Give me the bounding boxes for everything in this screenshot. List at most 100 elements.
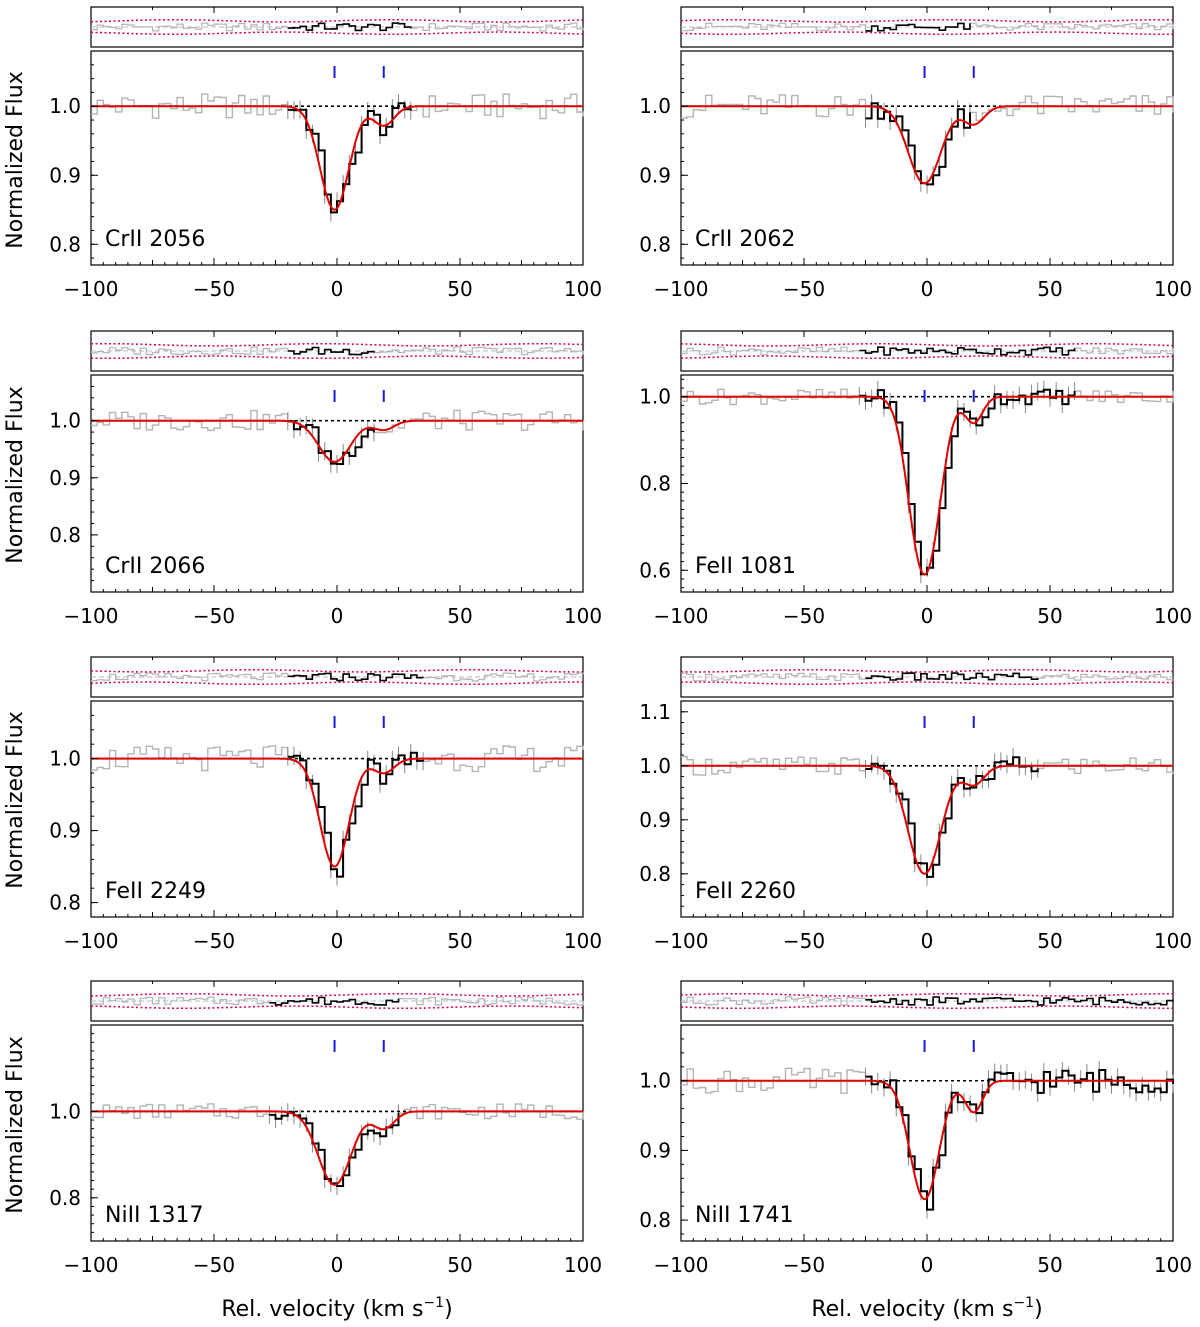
residual-data	[287, 346, 375, 356]
spectrum-masked	[681, 755, 1174, 878]
x-tick-label: 50	[1037, 277, 1062, 301]
residual-data	[287, 672, 424, 682]
transition-label: CrII 2066	[105, 554, 205, 579]
spectrum-masked	[91, 1103, 584, 1187]
y-tick-label: 1.0	[639, 385, 671, 409]
residual-data	[865, 672, 1039, 681]
model-fit	[91, 105, 583, 211]
y-tick-label: 1.0	[639, 754, 671, 778]
panel-1: −100 −50 0 50 100 0.8 0.9 1.0 CrII 2062	[639, 6, 1192, 301]
model-fit	[681, 105, 1173, 185]
x-tick-label: −100	[64, 277, 119, 301]
x-tick-label: −50	[193, 277, 235, 301]
x-tick-label: 0	[331, 929, 344, 953]
x-tick-label: 0	[331, 1253, 344, 1277]
panels: −100 −50 0 50 100 0.8 0.9 1.0 CrII 2056 −100 −50 0 5…	[49, 6, 1192, 1277]
model-fit	[91, 757, 583, 868]
transition-label: FeII 1081	[695, 554, 796, 579]
x-tick-label: 50	[1037, 929, 1062, 953]
transition-label: CrII 2056	[105, 227, 205, 252]
spectrum-data	[865, 1069, 1174, 1211]
residual-band-1	[680, 342, 1174, 347]
residual-band-0	[680, 1005, 1173, 1010]
x-tick-label: −100	[64, 604, 119, 628]
x-axis-title-right-close: )	[1034, 1297, 1043, 1322]
x-tick-label: 100	[564, 1253, 602, 1277]
panel-2: −100 −50 0 50 100 0.8 0.9 1.0 CrII 2066	[49, 330, 602, 628]
spectrum-masked	[91, 745, 584, 878]
panel-7: −100 −50 0 50 100 0.8 0.9 1.0 NiII 1741	[639, 980, 1192, 1277]
x-tick-label: −50	[783, 1253, 825, 1277]
x-axis-title-left-close: )	[444, 1297, 453, 1322]
spectrum-masked	[681, 388, 1174, 575]
transition-label: NiII 1317	[105, 1203, 204, 1228]
y-tick-label: 1.0	[639, 94, 671, 118]
x-tick-label: −50	[783, 604, 825, 628]
residual-band-0	[680, 355, 1174, 360]
y-tick-label: 0.8	[49, 1186, 81, 1210]
residual-band-0	[680, 681, 1174, 686]
x-tick-label: 50	[447, 1253, 472, 1277]
x-tick-label: 0	[921, 604, 934, 628]
x-axis-title-right: Rel. velocity (km s−1)	[811, 1295, 1042, 1322]
y-tick-label: 1.1	[639, 700, 671, 724]
x-tick-label: −50	[193, 929, 235, 953]
x-tick-label: −100	[654, 1253, 709, 1277]
x-tick-label: 100	[1154, 1253, 1192, 1277]
spectrum-data	[287, 751, 425, 878]
y-tick-label: 0.9	[49, 819, 81, 843]
x-tick-label: 100	[564, 604, 602, 628]
residual-band-1	[680, 668, 1174, 673]
y-tick-label: 0.9	[639, 808, 671, 832]
y-tick-label: 1.0	[49, 1099, 81, 1123]
residual-band-0	[90, 31, 584, 36]
y-axis-titles: Normalized Flux Normalized Flux Normaliz…	[3, 71, 28, 1213]
residual-band-0	[680, 31, 1174, 36]
spectrum-data	[865, 756, 1039, 878]
y-axis-title-row2: Normalized Flux	[3, 386, 28, 563]
y-axis-title-row3: Normalized Flux	[3, 711, 28, 888]
x-tick-label: 100	[564, 277, 602, 301]
spectrum-masked	[681, 94, 1174, 186]
y-tick-label: 1.0	[49, 94, 81, 118]
y-tick-label: 0.8	[49, 891, 81, 915]
spectrum-data	[865, 102, 971, 186]
residual-band-0	[90, 681, 584, 686]
y-tick-label: 0.6	[639, 558, 671, 582]
x-tick-label: −100	[654, 604, 709, 628]
x-tick-label: −100	[654, 277, 709, 301]
y-tick-label: 0.9	[49, 466, 81, 490]
y-tick-label: 0.9	[49, 163, 81, 187]
transition-label: FeII 2260	[695, 879, 796, 904]
model-fit	[91, 419, 583, 463]
x-tick-label: 0	[331, 604, 344, 628]
residual-data	[859, 346, 1076, 356]
x-tick-label: 100	[1154, 604, 1192, 628]
residual-band-1	[680, 18, 1174, 23]
residual-band-1	[90, 992, 584, 997]
y-tick-label: 0.8	[639, 232, 671, 256]
panel-3: −100 −50 0 50 100 0.6 0.8 1.0 FeII 1081	[639, 330, 1192, 628]
x-axis-title-left-sup: −1	[423, 1295, 444, 1311]
residual-band-1	[91, 342, 584, 347]
residual-data	[865, 996, 1174, 1006]
model-fit	[681, 395, 1173, 576]
x-tick-label: 50	[1037, 604, 1062, 628]
model-fit	[91, 1110, 583, 1186]
residual-data	[269, 996, 400, 1006]
x-axis-titles: Rel. velocity (km s−1) Rel. velocity (km…	[221, 1295, 1042, 1322]
x-axis-title-left-main: Rel. velocity (km s	[221, 1297, 423, 1322]
residual-band-0	[90, 1005, 584, 1010]
x-axis-title-right-sup: −1	[1013, 1295, 1034, 1311]
x-axis-title-left: Rel. velocity (km s−1)	[221, 1295, 452, 1322]
panel-4: −100 −50 0 50 100 0.8 0.9 1.0 FeII 2249	[49, 656, 602, 953]
y-tick-label: 0.8	[639, 472, 671, 496]
residual-band-1	[90, 668, 584, 673]
x-tick-label: 100	[1154, 277, 1192, 301]
y-tick-label: 0.8	[639, 1208, 671, 1232]
panel-0: −100 −50 0 50 100 0.8 0.9 1.0 CrII 2056	[49, 6, 602, 301]
transition-label: CrII 2062	[695, 227, 795, 252]
x-tick-label: −50	[783, 929, 825, 953]
x-tick-label: 50	[447, 277, 472, 301]
